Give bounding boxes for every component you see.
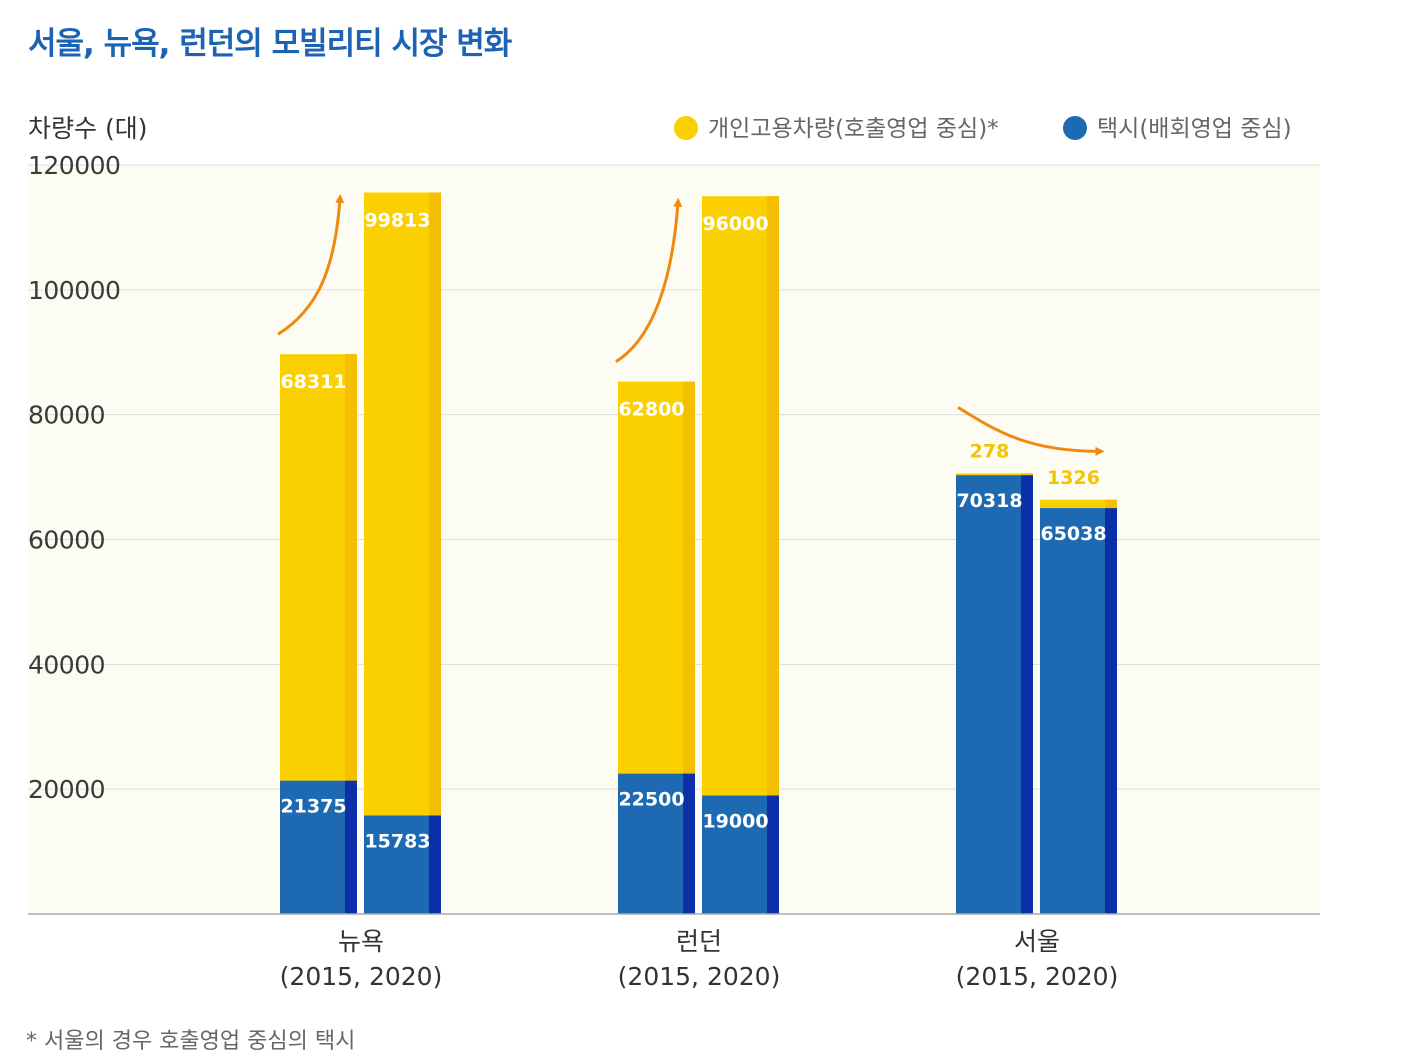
data-label-private: 278 <box>970 440 1010 462</box>
x-group-sublabel-seoul: (2015, 2020) <box>956 962 1119 991</box>
bar-private <box>702 196 779 796</box>
y-tick-label: 20000 <box>28 775 105 804</box>
bar-taxi <box>280 780 357 914</box>
bar-taxi <box>1040 508 1117 914</box>
data-label-private: 62800 <box>618 399 684 421</box>
trend-arrows <box>277 193 1105 456</box>
bar-private <box>956 473 1033 476</box>
bar-taxi <box>702 795 779 914</box>
legend-label-private: 개인고용차량(호출영업 중심)* <box>708 116 999 142</box>
y-tick-label: 120000 <box>28 151 120 180</box>
legend-swatch-taxi <box>1063 116 1087 140</box>
bar-private <box>1040 499 1117 509</box>
trend-arrow <box>957 406 1105 456</box>
data-label-taxi: 22500 <box>618 789 684 811</box>
y-axis: 120000 100000 80000 60000 40000 20000 <box>28 151 121 804</box>
chart-title: 서울, 뉴욕, 런던의 모빌리티 시장 변화 <box>28 26 512 62</box>
bar-taxi-edge <box>345 780 357 914</box>
y-tick-label: 60000 <box>28 526 105 555</box>
x-group-sublabel-newyork: (2015, 2020) <box>280 962 443 991</box>
x-group-sublabel-london: (2015, 2020) <box>618 962 781 991</box>
footnote: * 서울의 경우 호출영업 중심의 택시 <box>26 1029 355 1054</box>
bar-private <box>618 381 695 774</box>
data-label-taxi: 19000 <box>702 810 768 832</box>
bar-taxi-edge <box>429 815 441 914</box>
y-tick-label: 100000 <box>28 276 120 305</box>
bar-private <box>364 192 441 816</box>
bar-private <box>280 354 357 781</box>
y-axis-label: 차량수 (대) <box>28 114 147 143</box>
bar-taxi <box>618 773 695 914</box>
data-label-taxi: 70318 <box>956 490 1022 512</box>
bar-taxi-edge <box>1021 475 1033 914</box>
bar-private-edge <box>1021 473 1033 476</box>
y-tick-label: 80000 <box>28 401 105 430</box>
data-label-taxi: 15783 <box>364 830 430 852</box>
bar-taxi <box>956 475 1033 914</box>
legend-swatch-private <box>674 116 698 140</box>
bar-private-edge <box>429 192 441 816</box>
bar-taxi <box>364 815 441 914</box>
bars <box>280 192 1117 914</box>
data-label-private: 1326 <box>1047 467 1100 489</box>
x-group-label-newyork: 뉴욕 <box>338 927 384 956</box>
bar-private-edge <box>345 354 357 781</box>
trend-arrow <box>277 193 345 336</box>
bar-private-edge <box>1105 499 1117 509</box>
bar-private-edge <box>767 196 779 796</box>
data-label-private: 68311 <box>280 371 346 393</box>
bar-taxi-edge <box>1105 508 1117 914</box>
legend: 개인고용차량(호출영업 중심)* 택시(배회영업 중심) <box>674 116 1292 142</box>
y-tick-label: 40000 <box>28 650 105 679</box>
bar-private-edge <box>683 381 695 774</box>
x-group-label-seoul: 서울 <box>1014 927 1060 956</box>
data-labels: 21375 68311 15783 99813 22500 62800 19000 96000… <box>280 209 1106 852</box>
x-axis: 뉴욕 (2015, 2020) 런던 (2015, 2020) 서울 (2015… <box>280 927 1119 991</box>
data-label-taxi: 65038 <box>1040 523 1106 545</box>
data-label-private: 96000 <box>702 213 768 235</box>
data-label-taxi: 21375 <box>280 796 346 818</box>
bar-taxi-edge <box>683 773 695 914</box>
legend-label-taxi: 택시(배회영업 중심) <box>1097 116 1292 142</box>
data-label-private: 99813 <box>364 209 430 231</box>
trend-arrow <box>615 197 683 363</box>
x-group-label-london: 런던 <box>676 927 722 956</box>
bar-taxi-edge <box>767 795 779 914</box>
